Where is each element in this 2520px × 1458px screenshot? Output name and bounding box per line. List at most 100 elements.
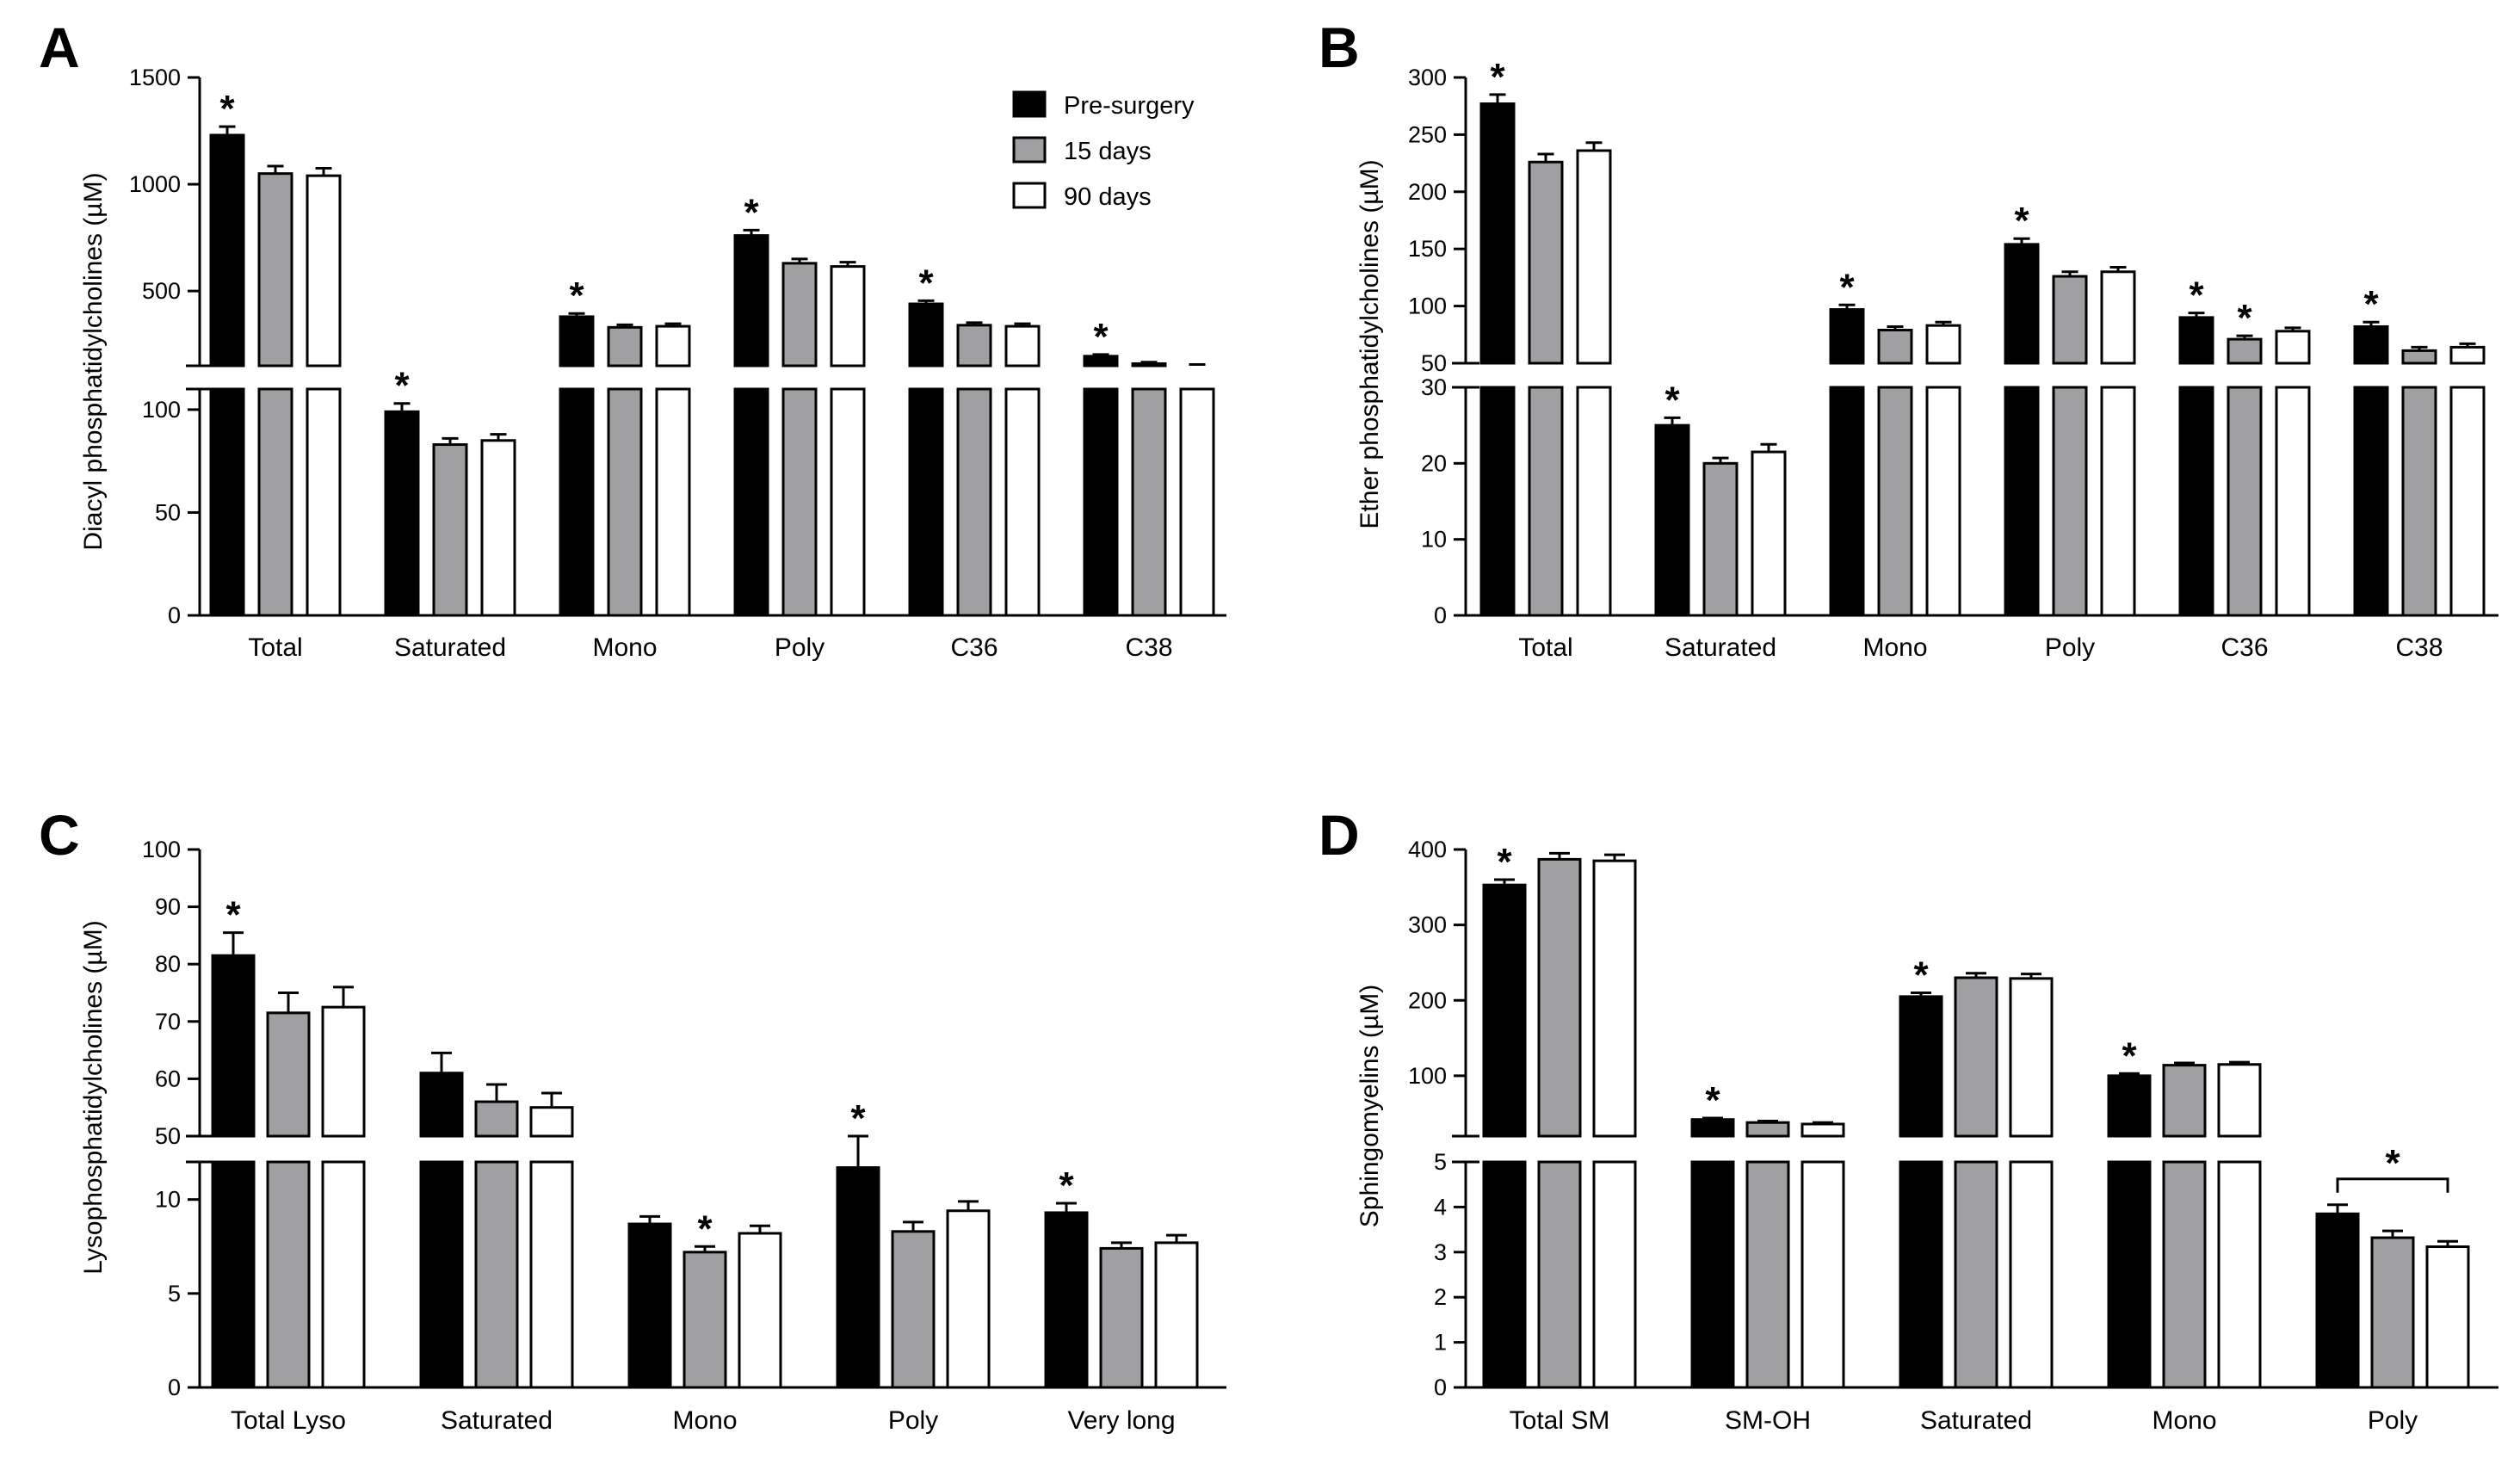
panel-label-b: B — [1319, 15, 1360, 79]
bar-d-poly-15-days — [2370, 1236, 2415, 1389]
bar-c-total-lyso-90-days-upper — [321, 1005, 366, 1138]
legend-label-90-days: 90 days — [1064, 183, 1152, 211]
significance-star-b-mono-0: * — [1839, 266, 1855, 308]
bar-d-saturated-90-days-lower — [2009, 1160, 2054, 1389]
bar-a-total-90-days-upper — [306, 174, 342, 368]
bar-c-poly-15-days — [891, 1230, 936, 1389]
y-tick-label-b-upper-200: 200 — [1408, 179, 1447, 205]
bar-b-mono-pre-surgery-upper — [1829, 308, 1865, 365]
panel-label-c: C — [39, 803, 80, 867]
bar-c-total-lyso-15-days-lower — [266, 1160, 311, 1389]
bar-d-total-sm-15-days-lower — [1537, 1160, 1582, 1389]
y-tick-label-d-lower-3: 3 — [1434, 1239, 1447, 1265]
category-label-a-c36: C36 — [950, 633, 998, 662]
significance-star-a-c36-0: * — [918, 262, 934, 304]
y-tick-label-b-lower-0: 0 — [1434, 602, 1447, 628]
y-tick-label-d-upper-300: 300 — [1408, 912, 1447, 938]
category-label-b-poly: Poly — [2045, 633, 2095, 662]
category-label-c-saturated: Saturated — [441, 1406, 553, 1435]
bar-b-saturated-90-days — [1751, 450, 1787, 617]
bar-b-poly-pre-surgery-lower — [2004, 386, 2040, 617]
bar-c-saturated-15-days-upper — [474, 1100, 519, 1138]
legend-swatch-pre-surgery — [1012, 90, 1047, 118]
bar-d-total-sm-90-days-lower — [1592, 1160, 1637, 1389]
y-tick-label-d-upper-200: 200 — [1408, 987, 1447, 1013]
bar-c-saturated-pre-surgery-upper — [419, 1072, 464, 1138]
panel-b: B Ether phosphatidylcholines (µM) 501001… — [1319, 15, 2498, 662]
legend-swatch-15-days — [1012, 136, 1047, 164]
significance-star-d-saturated-0: * — [1913, 954, 1929, 997]
bar-b-total-15-days-upper — [1528, 160, 1564, 365]
bar-d-poly-90-days — [2425, 1245, 2470, 1389]
bar-b-mono-90-days-upper — [1925, 324, 1961, 365]
bar-a-mono-15-days-upper — [607, 325, 643, 368]
bar-b-c38-15-days-lower — [2401, 386, 2437, 617]
bar-b-saturated-15-days — [1702, 461, 1739, 617]
bar-c-saturated-90-days-lower — [529, 1160, 574, 1389]
y-tick-label-d-lower-4: 4 — [1434, 1194, 1447, 1220]
y-tick-label-c-upper-100: 100 — [142, 837, 181, 862]
bar-b-poly-15-days-upper — [2052, 275, 2088, 365]
bar-b-total-pre-surgery-lower — [1479, 386, 1516, 617]
significance-star-d-sm-oh-0: * — [1705, 1079, 1720, 1121]
panel-label-d: D — [1319, 803, 1360, 867]
y-tick-label-b-lower-20: 20 — [1421, 450, 1447, 476]
y-tick-label-b-upper-250: 250 — [1408, 121, 1447, 147]
bar-b-c36-pre-surgery-upper — [2178, 316, 2214, 365]
category-label-a-poly: Poly — [775, 633, 825, 662]
bar-b-c36-pre-surgery-lower — [2178, 386, 2214, 617]
plot-area-b: 50 100 150 200 250 300 0 10 20 30 Total Saturated Mo… — [1408, 56, 2498, 662]
category-label-b-mono: Mono — [1862, 633, 1927, 662]
y-tick-label-a-lower-50: 50 — [155, 499, 181, 525]
bar-a-poly-15-days-upper — [781, 262, 818, 368]
bar-d-sm-oh-90-days-lower — [1800, 1160, 1845, 1389]
y-tick-label-c-upper-70: 70 — [155, 1009, 181, 1035]
y-tick-label-a-upper-1500: 1500 — [129, 65, 181, 90]
y-tick-label-d-lower-5: 5 — [1434, 1149, 1447, 1175]
panel-label-a: A — [39, 15, 80, 79]
bar-d-mono-90-days-upper — [2217, 1063, 2262, 1138]
legend-swatch-90-days — [1012, 182, 1047, 209]
bar-d-saturated-pre-surgery-upper — [1899, 995, 1943, 1138]
significance-star-b-poly-0: * — [2014, 200, 2029, 242]
category-label-b-total: Total — [1518, 633, 1572, 662]
bar-c-very-long-15-days — [1099, 1246, 1144, 1389]
category-label-d-mono: Mono — [2152, 1406, 2216, 1435]
bar-a-c38-15-days-upper — [1131, 362, 1167, 368]
category-label-c-very-long: Very long — [1067, 1406, 1175, 1435]
bar-a-c38-90-days-lower — [1179, 387, 1215, 617]
legend-label-15-days: 15 days — [1064, 138, 1152, 165]
bar-d-total-sm-pre-surgery-lower — [1482, 1160, 1527, 1389]
category-label-b-saturated: Saturated — [1665, 633, 1776, 662]
bar-a-c36-90-days-lower — [1004, 387, 1041, 617]
significance-bracket-star-d: * — [2385, 1142, 2400, 1184]
significance-star-d-mono-0: * — [2122, 1035, 2137, 1077]
bar-d-saturated-pre-surgery-lower — [1899, 1160, 1943, 1389]
bar-b-poly-15-days-lower — [2052, 386, 2088, 617]
bar-c-saturated-90-days-upper — [529, 1106, 574, 1138]
category-label-c-total-lyso: Total Lyso — [231, 1406, 346, 1435]
bar-d-poly-pre-surgery — [2315, 1212, 2360, 1389]
significance-star-b-c36-0: * — [2189, 275, 2204, 317]
bar-c-mono-pre-surgery — [627, 1222, 672, 1389]
bar-b-mono-90-days-lower — [1925, 386, 1961, 617]
bar-a-poly-90-days-lower — [830, 387, 866, 617]
bar-a-total-pre-surgery-upper — [209, 133, 245, 368]
bar-d-mono-pre-surgery-lower — [2107, 1160, 2152, 1389]
panel-d: D Sphingomyelins (µM) 100 200 300 400 0 1 2 3 4 5… — [1319, 803, 2498, 1435]
bar-b-total-pre-surgery-upper — [1479, 102, 1516, 365]
bar-d-mono-90-days-lower — [2217, 1160, 2262, 1389]
y-tick-label-b-upper-100: 100 — [1408, 293, 1447, 319]
bar-c-saturated-pre-surgery-lower — [419, 1160, 464, 1389]
category-label-d-poly: Poly — [2368, 1406, 2418, 1435]
category-label-c-mono: Mono — [672, 1406, 737, 1435]
bar-d-saturated-90-days-upper — [2009, 977, 2054, 1138]
y-axis-label-d: Sphingomyelins (µM) — [1356, 985, 1384, 1227]
bar-c-poly-pre-surgery — [836, 1166, 880, 1389]
bar-a-poly-pre-surgery-upper — [733, 234, 769, 368]
bar-a-c36-pre-surgery-upper — [908, 302, 944, 368]
bar-a-saturated-90-days — [480, 439, 516, 617]
significance-star-b-c38-0: * — [2363, 283, 2379, 325]
bar-b-c36-15-days-upper — [2227, 337, 2263, 365]
bar-d-sm-oh-15-days-lower — [1745, 1160, 1790, 1389]
